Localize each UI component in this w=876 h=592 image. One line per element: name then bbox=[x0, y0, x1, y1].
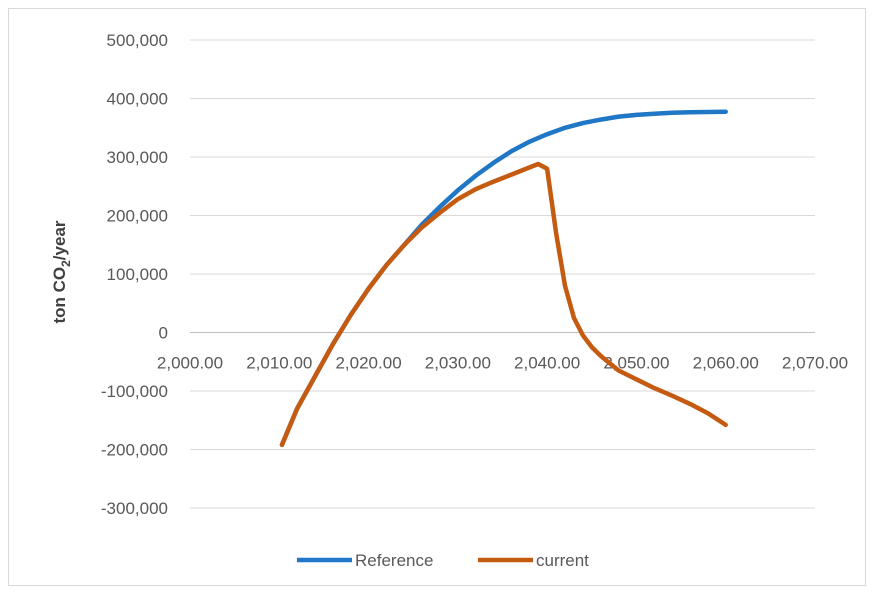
series-line-reference bbox=[279, 109, 728, 448]
legend: Reference current bbox=[297, 551, 589, 570]
legend-label-current: current bbox=[536, 551, 589, 570]
y-tick-label: 500,000 bbox=[107, 31, 168, 50]
chart-frame bbox=[8, 8, 866, 586]
y-tick-label: -100,000 bbox=[101, 382, 168, 401]
y-tick-label: 400,000 bbox=[107, 90, 168, 109]
x-tick-label: 2,050.00 bbox=[603, 354, 669, 373]
x-axis-ticks: 2,000.00 2,010.00 2,020.00 2,030.00 2,040.00… bbox=[157, 354, 848, 373]
y-tick-label: 0 bbox=[159, 324, 168, 343]
y-axis-ticks: 500,000 400,000 300,000 200,000 100,000 0 -100… bbox=[101, 31, 168, 518]
gridlines bbox=[190, 39, 815, 509]
y-axis-label-prefix: ton CO bbox=[50, 267, 69, 324]
series-lines bbox=[279, 109, 728, 448]
y-axis-label-subscript: 2 bbox=[59, 260, 73, 267]
x-tick-label: 2,020.00 bbox=[335, 354, 401, 373]
y-tick-label: 200,000 bbox=[107, 207, 168, 226]
y-axis-label: ton CO2/year bbox=[50, 220, 73, 323]
x-tick-label: 2,000.00 bbox=[157, 354, 223, 373]
y-tick-label: 100,000 bbox=[107, 265, 168, 284]
y-tick-label: -200,000 bbox=[101, 441, 168, 460]
x-tick-label: 2,060.00 bbox=[693, 354, 759, 373]
x-tick-label: 2,010.00 bbox=[246, 354, 312, 373]
x-tick-label: 2,040.00 bbox=[514, 354, 580, 373]
legend-label-reference: Reference bbox=[355, 551, 433, 570]
x-tick-label: 2,030.00 bbox=[425, 354, 491, 373]
y-tick-label: -300,000 bbox=[101, 499, 168, 518]
y-axis-label-suffix: /year bbox=[50, 220, 69, 260]
y-tick-label: 300,000 bbox=[107, 148, 168, 167]
series-line-current bbox=[279, 161, 728, 448]
x-tick-label: 2,070.00 bbox=[782, 354, 848, 373]
